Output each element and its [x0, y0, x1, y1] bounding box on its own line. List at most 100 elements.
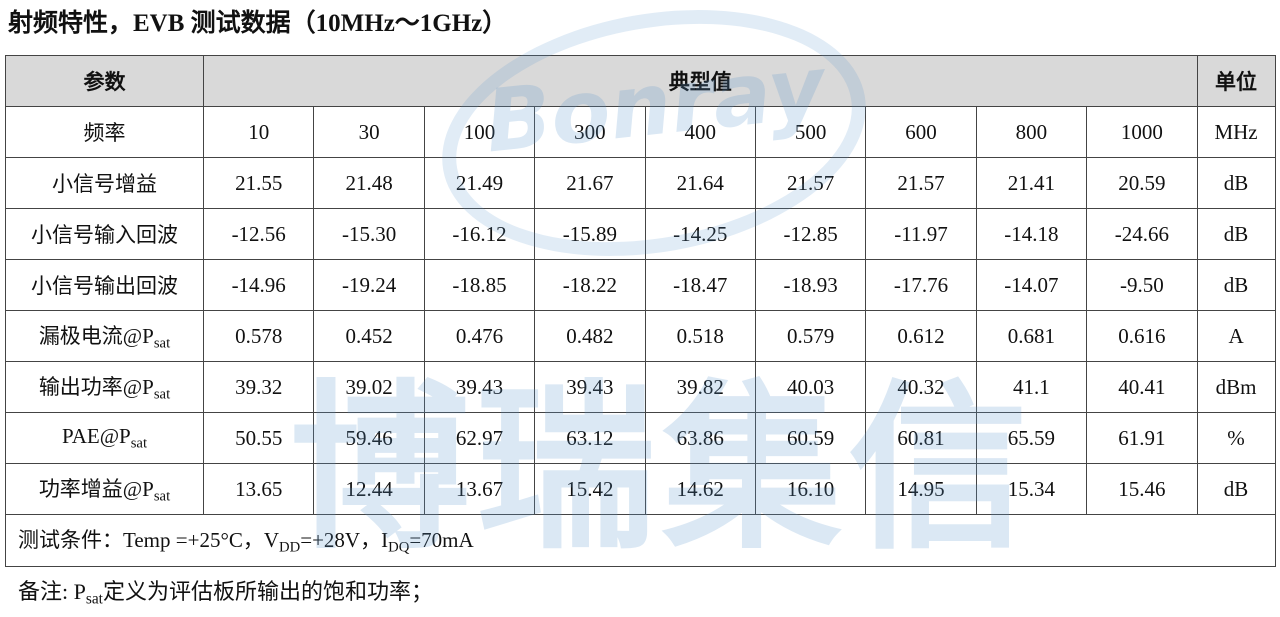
row-label: 小信号增益: [5, 157, 204, 209]
label-text: PAE@P: [61, 423, 131, 448]
value-cell: 0.681: [975, 310, 1088, 362]
value-cell: 0.612: [865, 310, 977, 362]
value-cell: -15.89: [534, 208, 646, 260]
unit-cell: dBm: [1196, 361, 1276, 413]
value-cell: -18.22: [534, 259, 646, 311]
value-cell: 0.452: [313, 310, 425, 362]
value-cell: 13.67: [423, 463, 536, 515]
row-label: 小信号输入回波: [5, 208, 204, 260]
value-cell: 62.97: [423, 412, 536, 464]
title: 射频特性，EVB 测试数据（10MHz～1GHz）: [8, 10, 508, 37]
value-cell: 16.10: [754, 463, 867, 515]
value-cell: 600: [865, 106, 977, 158]
header-row: 参数 典型值 单位: [5, 55, 1276, 107]
value-cell: 41.1: [975, 361, 1088, 413]
value-cell: 60.59: [754, 412, 867, 464]
value-cell: -14.18: [975, 208, 1088, 260]
value-cell: -14.96: [202, 259, 315, 311]
value-cell: -18.47: [644, 259, 756, 311]
value-cell: -14.07: [975, 259, 1088, 311]
value-cell: 12.44: [313, 463, 425, 515]
text: =70mA: [409, 528, 474, 553]
value-cell: 0.578: [202, 310, 315, 362]
value-cell: 21.57: [754, 157, 867, 209]
label-text: 小信号增益: [52, 172, 157, 196]
value-cell: 63.12: [534, 412, 646, 464]
value-cell: -11.97: [865, 208, 977, 260]
value-cell: 39.82: [644, 361, 756, 413]
data-row: 小信号输出回波 -14.96 -19.24 -18.85 -18.22 -18.47 -18…: [5, 259, 1276, 311]
label-text: 漏极电流@P: [38, 323, 154, 348]
value-cell: 300: [534, 106, 646, 158]
subscript: sat: [85, 590, 103, 608]
label-text: 输出功率@P: [38, 374, 154, 399]
value-cell: -17.76: [865, 259, 977, 311]
data-row: 小信号输入回波 -12.56 -15.30 -16.12 -15.89 -14.25 -12…: [5, 208, 1276, 260]
subscript: DD: [279, 539, 301, 556]
header-cell: 典型值: [203, 55, 1198, 107]
subscript: DQ: [388, 539, 410, 556]
header-cell: 单位: [1196, 55, 1276, 107]
unit-cell: dB: [1196, 463, 1276, 515]
value-cell: 0.476: [423, 310, 536, 362]
value-cell: 40.41: [1086, 361, 1198, 413]
row-label: 小信号输出回波: [5, 259, 204, 311]
label-text: 频率: [83, 121, 126, 145]
value-cell: 0.482: [534, 310, 646, 362]
value-cell: 100: [423, 106, 536, 158]
data-row: 功率增益@Psat 13.65 12.44 13.67 15.42 14.62 16.10 1…: [5, 463, 1276, 515]
text: 测试条件：Temp =+25°C，V: [18, 528, 280, 553]
value-cell: 0.616: [1086, 310, 1198, 362]
spec-table: 参数 典型值 单位 频率 10 30 100 300 400 500 600 800 1000 MH…: [5, 55, 1276, 567]
condition-row: 测试条件：Temp =+25°C，VDD=+28V，IDQ=70mA: [5, 514, 1276, 567]
label-text: 小信号输入回波: [31, 223, 178, 247]
value-cell: 65.59: [975, 412, 1088, 464]
value-cell: 500: [754, 106, 867, 158]
unit-cell: MHz: [1196, 106, 1276, 158]
value-cell: -18.85: [423, 259, 536, 311]
value-cell: -19.24: [313, 259, 425, 311]
value-cell: 21.55: [202, 157, 315, 209]
value-cell: 10: [202, 106, 315, 158]
value-cell: 1000: [1086, 106, 1198, 158]
value-cell: -9.50: [1086, 259, 1198, 311]
value-cell: 50.55: [202, 412, 315, 464]
value-cell: 61.91: [1086, 412, 1198, 464]
value-cell: -15.30: [313, 208, 425, 260]
unit-cell: dB: [1196, 259, 1276, 311]
value-cell: 13.65: [202, 463, 315, 515]
value-cell: 60.81: [865, 412, 977, 464]
text: =+28V，I: [300, 528, 389, 553]
value-cell: 15.42: [534, 463, 646, 515]
value-cell: 39.43: [534, 361, 646, 413]
value-cell: 21.57: [865, 157, 977, 209]
data-row: PAE@Psat 50.55 59.46 62.97 63.12 63.86 60.59 60…: [5, 412, 1276, 464]
data-row: 漏极电流@Psat 0.578 0.452 0.476 0.482 0.518 0.579 0…: [5, 310, 1276, 362]
value-cell: 15.34: [975, 463, 1088, 515]
value-cell: 39.32: [202, 361, 315, 413]
value-cell: 30: [313, 106, 425, 158]
value-cell: 39.02: [313, 361, 425, 413]
unit-cell: dB: [1196, 208, 1276, 260]
text: 备注: P: [18, 579, 86, 604]
value-cell: -12.56: [202, 208, 315, 260]
subscript: sat: [153, 335, 171, 352]
unit-cell: %: [1196, 412, 1276, 464]
row-label: 频率: [5, 106, 204, 158]
value-cell: -18.93: [754, 259, 867, 311]
value-cell: 40.32: [865, 361, 977, 413]
row-label: 输出功率@Psat: [5, 361, 204, 413]
subscript: sat: [130, 435, 148, 452]
value-cell: 39.43: [423, 361, 536, 413]
header-cell: 参数: [5, 55, 204, 107]
subscript: sat: [153, 386, 171, 403]
label-text: 功率增益@P: [38, 476, 154, 501]
data-row: 小信号增益 21.55 21.48 21.49 21.67 21.64 21.57 21.57…: [5, 157, 1276, 209]
value-cell: -16.12: [423, 208, 536, 260]
note: 备注: Psat定义为评估板所输出的饱和功率；: [18, 575, 433, 617]
text: 定义为评估板所输出的饱和功率；: [102, 579, 433, 604]
value-cell: 800: [975, 106, 1088, 158]
value-cell: 0.579: [754, 310, 867, 362]
value-cell: 20.59: [1086, 157, 1198, 209]
